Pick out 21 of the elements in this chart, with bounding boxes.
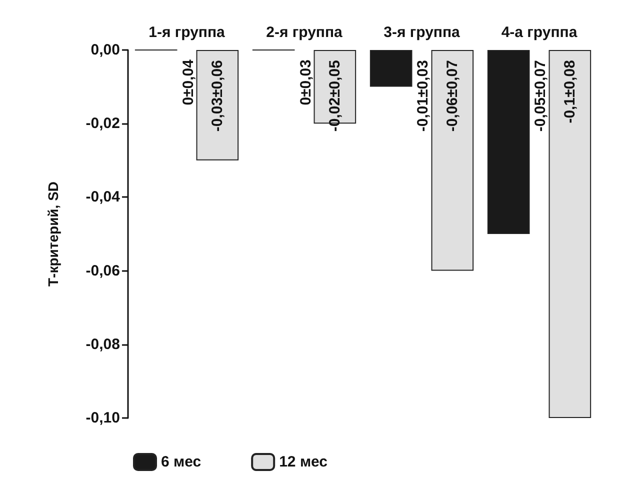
legend-label: 6 мес [161,454,202,470]
data-label: -0,05±0,07 [532,60,549,132]
x-tick-label: 3-я группа [384,24,461,41]
x-tick-label: 2-я группа [266,24,344,41]
x-tick-label: 1-я группа [148,24,226,41]
data-label: 0±0,03 [298,60,315,106]
y-tick-label: -0,08 [86,336,120,353]
legend-label: 12 мес [279,454,328,470]
y-tick-label: 0,00 [90,42,120,58]
x-tick-label: 4-а группа [501,24,578,41]
y-tick-label: -0,06 [86,262,120,280]
data-label: -0,01±0,03 [414,60,432,132]
data-label: -0,03±0,06 [208,60,226,132]
data-label: -0,02±0,05 [326,60,344,132]
y-tick-label: -0,02 [86,115,120,132]
data-label: -0,06±0,07 [444,60,461,132]
data-label: -0,1±0,08 [561,60,578,124]
y-tick-label: -0,04 [86,188,121,206]
y-axis-title: Т-критерий, SD [45,181,61,287]
data-label: 0±0,04 [180,58,198,106]
y-tick-label: -0,10 [86,410,120,426]
